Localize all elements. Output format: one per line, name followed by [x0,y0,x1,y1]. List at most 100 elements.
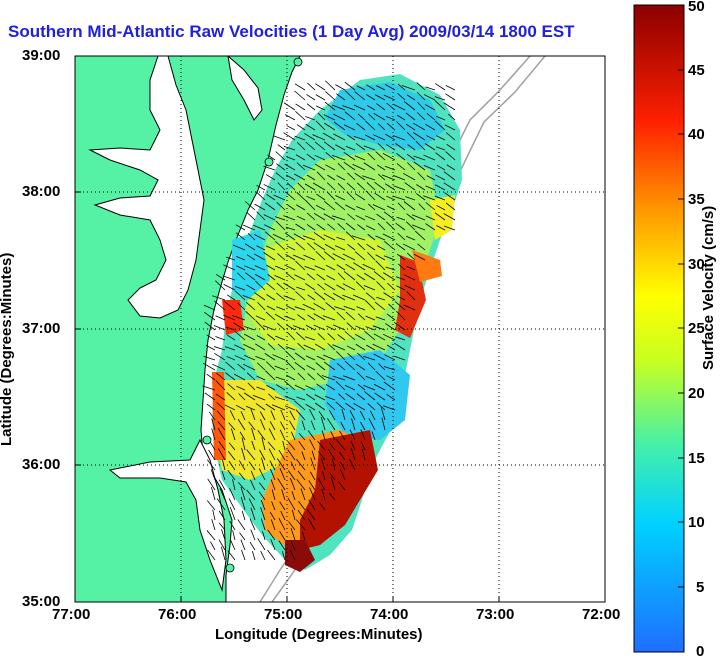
velocity-arrow [367,403,376,411]
velocity-arrow [250,479,256,491]
velocity-arrow [393,185,406,191]
velocity-arrow [324,283,336,291]
velocity-arrow [417,172,426,181]
colorbar-ticks [678,69,684,588]
velocity-arrow [297,182,306,191]
velocity-arrow [347,243,356,251]
velocity-arrow [276,458,286,471]
velocity-arrow [267,154,276,161]
velocity-arrow [212,509,216,521]
velocity-arrow [263,214,276,221]
velocity-arrow [401,85,416,91]
velocity-arrow [252,394,266,401]
velocity-arrow [215,336,226,341]
velocity-arrow [386,205,396,211]
velocity-arrow [280,409,286,421]
velocity-arrow [364,330,376,341]
velocity-arrow [406,153,416,161]
velocity-arrow [294,173,306,181]
velocity-arrow [375,235,386,241]
x-tick-label: 76:00 [158,606,197,623]
velocity-arrow [342,294,356,301]
velocity-arrow [434,96,446,101]
velocity-arrow [357,224,366,231]
velocity-arrow [333,133,346,141]
velocity-arrow [360,441,366,451]
velocity-arrow [321,458,326,471]
velocity-arrow [376,103,386,111]
velocity-arrow [306,242,316,251]
velocity-arrow [304,336,316,341]
velocity-arrow [264,224,276,231]
velocity-arrow [336,311,346,321]
velocity-arrow [215,274,226,281]
velocity-arrow [283,215,296,221]
velocity-arrow [314,141,326,151]
velocity-arrow [332,215,346,221]
velocity-arrow [255,403,266,411]
velocity-arrow [284,163,296,171]
velocity-arrow [265,245,276,251]
velocity-arrow [210,469,216,481]
velocity-arrow [327,174,336,181]
velocity-arrow [332,292,346,301]
velocity-arrow [413,122,426,131]
velocity-arrow [305,123,316,131]
velocity-arrow [304,183,316,191]
velocity-arrow [246,254,256,261]
velocity-arrow [270,410,276,421]
x-tick-label: 73:00 [476,606,515,623]
velocity-arrow [274,313,286,321]
velocity-arrow [236,272,246,281]
velocity-arrow [367,252,376,261]
velocity-arrow [261,457,266,471]
velocity-arrow [306,224,316,231]
velocity-arrow [330,477,336,491]
velocity-arrow [416,82,426,91]
velocity-arrow [225,361,236,371]
velocity-arrow [403,201,416,211]
velocity-arrow [307,294,316,301]
velocity-arrow [307,82,316,91]
velocity-arrow [384,354,396,361]
velocity-arrows [202,80,456,561]
velocity-arrow [290,540,296,551]
velocity-arrow [337,223,346,231]
velocity-arrow [383,272,396,281]
velocity-arrow [218,522,226,531]
velocity-arrow [241,447,246,461]
velocity-arrow [357,352,366,361]
velocity-arrow [243,224,256,231]
velocity-arrow [262,325,276,331]
velocity-arrow [256,191,266,201]
velocity-arrow [388,303,396,311]
velocity-arrow [367,152,376,161]
velocity-arrow [229,488,236,501]
velocity-arrow [386,102,396,111]
velocity-arrow [234,290,246,301]
velocity-arrow [296,479,306,491]
velocity-arrow [377,142,386,151]
velocity-arrow [275,384,286,391]
colorbar-tick-label: 30 [688,256,705,273]
velocity-arrow [349,458,356,471]
velocity-arrow [406,213,416,221]
colorbar-tick-label: 45 [688,62,705,79]
velocity-arrow [425,185,436,191]
velocity-arrow [210,486,216,501]
velocity-arrow [274,396,286,401]
velocity-arrow [366,344,376,351]
velocity-arrow [365,225,376,231]
velocity-arrow [296,331,306,341]
velocity-arrow [275,220,286,231]
velocity-arrow [294,361,306,371]
velocity-arrow [258,491,266,501]
velocity-arrow [283,295,296,301]
velocity-arrow [386,393,396,401]
velocity-arrow [315,251,326,261]
velocity-arrow [336,284,346,291]
y-tick-label: 39:00 [22,47,61,64]
velocity-arrow [385,116,396,121]
velocity-arrow [436,205,446,211]
